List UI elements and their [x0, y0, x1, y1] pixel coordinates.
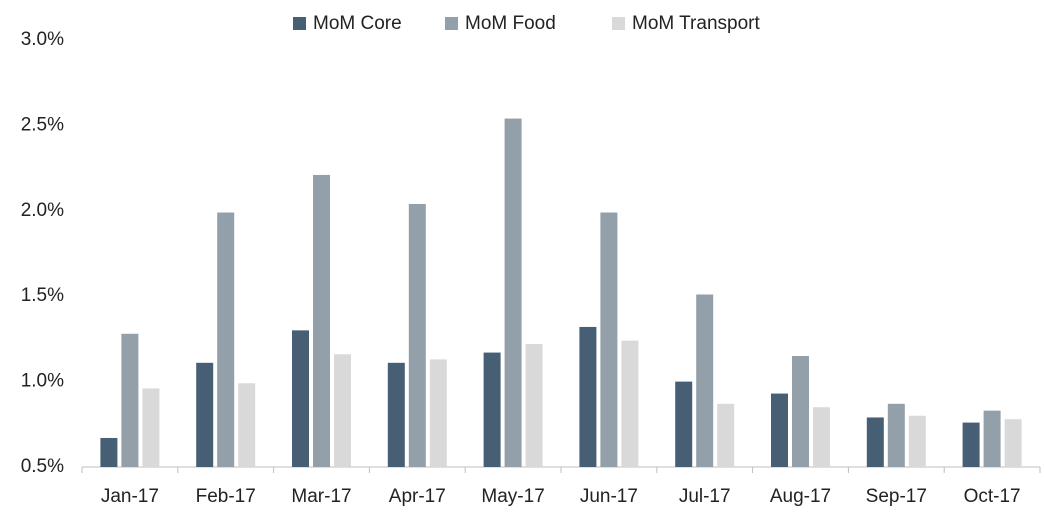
bar [504, 118, 522, 468]
bar [100, 437, 118, 467]
legend-swatch [612, 17, 625, 30]
bar [717, 403, 735, 467]
y-tick-label: 2.5% [21, 114, 64, 135]
bar [387, 362, 405, 467]
bar [771, 393, 788, 467]
bar [121, 333, 139, 467]
bar [238, 383, 256, 467]
bar [600, 212, 618, 467]
bar [579, 326, 597, 467]
bar [866, 417, 884, 467]
legend-label: MoM Food [465, 13, 556, 34]
bar [887, 403, 905, 467]
x-tick-label: Apr-17 [389, 486, 446, 507]
legend-label: MoM Transport [632, 13, 760, 34]
bar [908, 415, 926, 467]
bar [292, 330, 309, 467]
x-tick-label: May-17 [481, 486, 544, 507]
legend-swatch [445, 17, 458, 30]
bar [196, 362, 214, 467]
bar [813, 407, 830, 467]
bar [696, 294, 714, 467]
y-tick-label: 0.5% [21, 456, 64, 477]
bar [217, 212, 235, 467]
y-tick-label: 2.0% [21, 200, 64, 221]
x-tick-label: Sep-17 [866, 486, 927, 507]
x-tick-label: Jun-17 [580, 486, 638, 507]
bar [962, 422, 980, 467]
bar [983, 410, 1001, 467]
bar [313, 174, 330, 467]
legend-swatch [293, 17, 306, 30]
bar [792, 355, 809, 467]
y-tick-label: 1.5% [21, 285, 64, 306]
bar [621, 340, 639, 467]
y-tick-label: 3.0% [21, 29, 64, 50]
x-tick-label: Oct-17 [964, 486, 1021, 507]
x-tick-label: Jan-17 [101, 486, 159, 507]
x-tick-label: Feb-17 [196, 486, 256, 507]
bar [525, 344, 543, 467]
bar [408, 203, 426, 467]
x-tick-label: Jul-17 [679, 486, 731, 507]
x-tick-label: Mar-17 [291, 486, 351, 507]
legend-label: MoM Core [313, 13, 402, 34]
x-tick-label: Aug-17 [770, 486, 831, 507]
bar [483, 352, 501, 467]
bar [1004, 419, 1022, 467]
bar [142, 388, 160, 467]
y-tick-label: 1.0% [21, 371, 64, 392]
bar [334, 354, 351, 467]
bar [429, 359, 447, 467]
bar [675, 381, 693, 467]
